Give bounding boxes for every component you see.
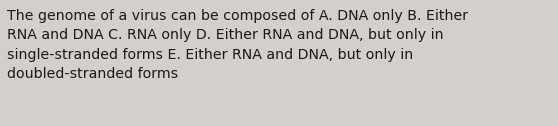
Text: The genome of a virus can be composed of A. DNA only B. Either
RNA and DNA C. RN: The genome of a virus can be composed of… bbox=[7, 9, 468, 81]
